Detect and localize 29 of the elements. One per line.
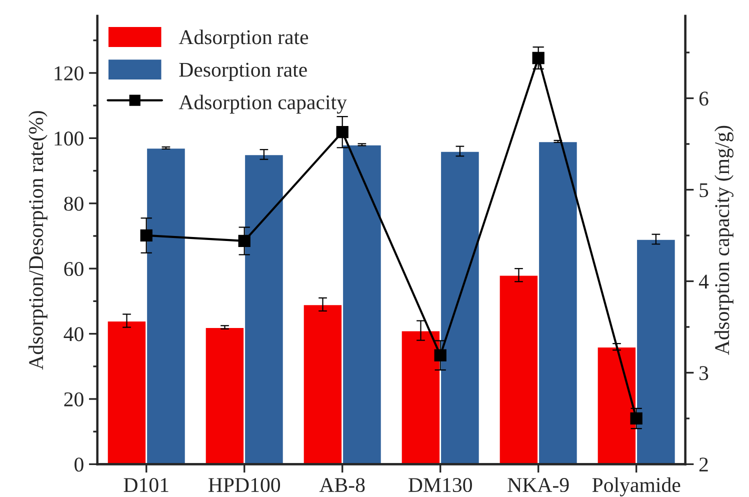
legend-label: Adsorption rate	[178, 30, 308, 48]
x-tick-label: HPD100	[208, 478, 280, 492]
x-tick-label: DM130	[408, 478, 472, 492]
point	[336, 126, 348, 138]
point	[532, 52, 544, 64]
legend-label: Desorption rate	[179, 62, 307, 82]
y-axis-title: Adsorption/Desorption rate(%)	[28, 111, 48, 370]
y2-tick-label: 3	[700, 366, 708, 380]
x-tick-label: NKA-9	[508, 478, 569, 492]
point	[434, 349, 446, 362]
y2-axis-title: Adsorption capacity (mg/g)	[714, 126, 734, 355]
y2-tick-label: 6	[699, 92, 708, 106]
legend-label: Adsorption capacity	[178, 94, 347, 114]
x-tick-label: Polyamide	[592, 477, 680, 496]
y-tick-label: 40	[64, 327, 84, 342]
y2-tick-label: 5	[700, 183, 708, 198]
point	[238, 234, 250, 248]
point	[630, 412, 642, 425]
y-tick-label: 100	[54, 132, 84, 146]
point	[140, 229, 152, 242]
y2-tick-label: 4	[698, 274, 709, 288]
y-tick-label: 20	[64, 392, 84, 406]
x-tick-label: AB-8	[319, 478, 365, 492]
x-tick-label: D101	[124, 478, 168, 492]
y2-tick-label: 2	[699, 458, 708, 472]
y-tick-label: 120	[54, 66, 84, 80]
y-tick-label: 80	[64, 196, 84, 211]
y-tick-label: 0	[74, 458, 84, 472]
y-tick-label: 60	[64, 262, 84, 276]
